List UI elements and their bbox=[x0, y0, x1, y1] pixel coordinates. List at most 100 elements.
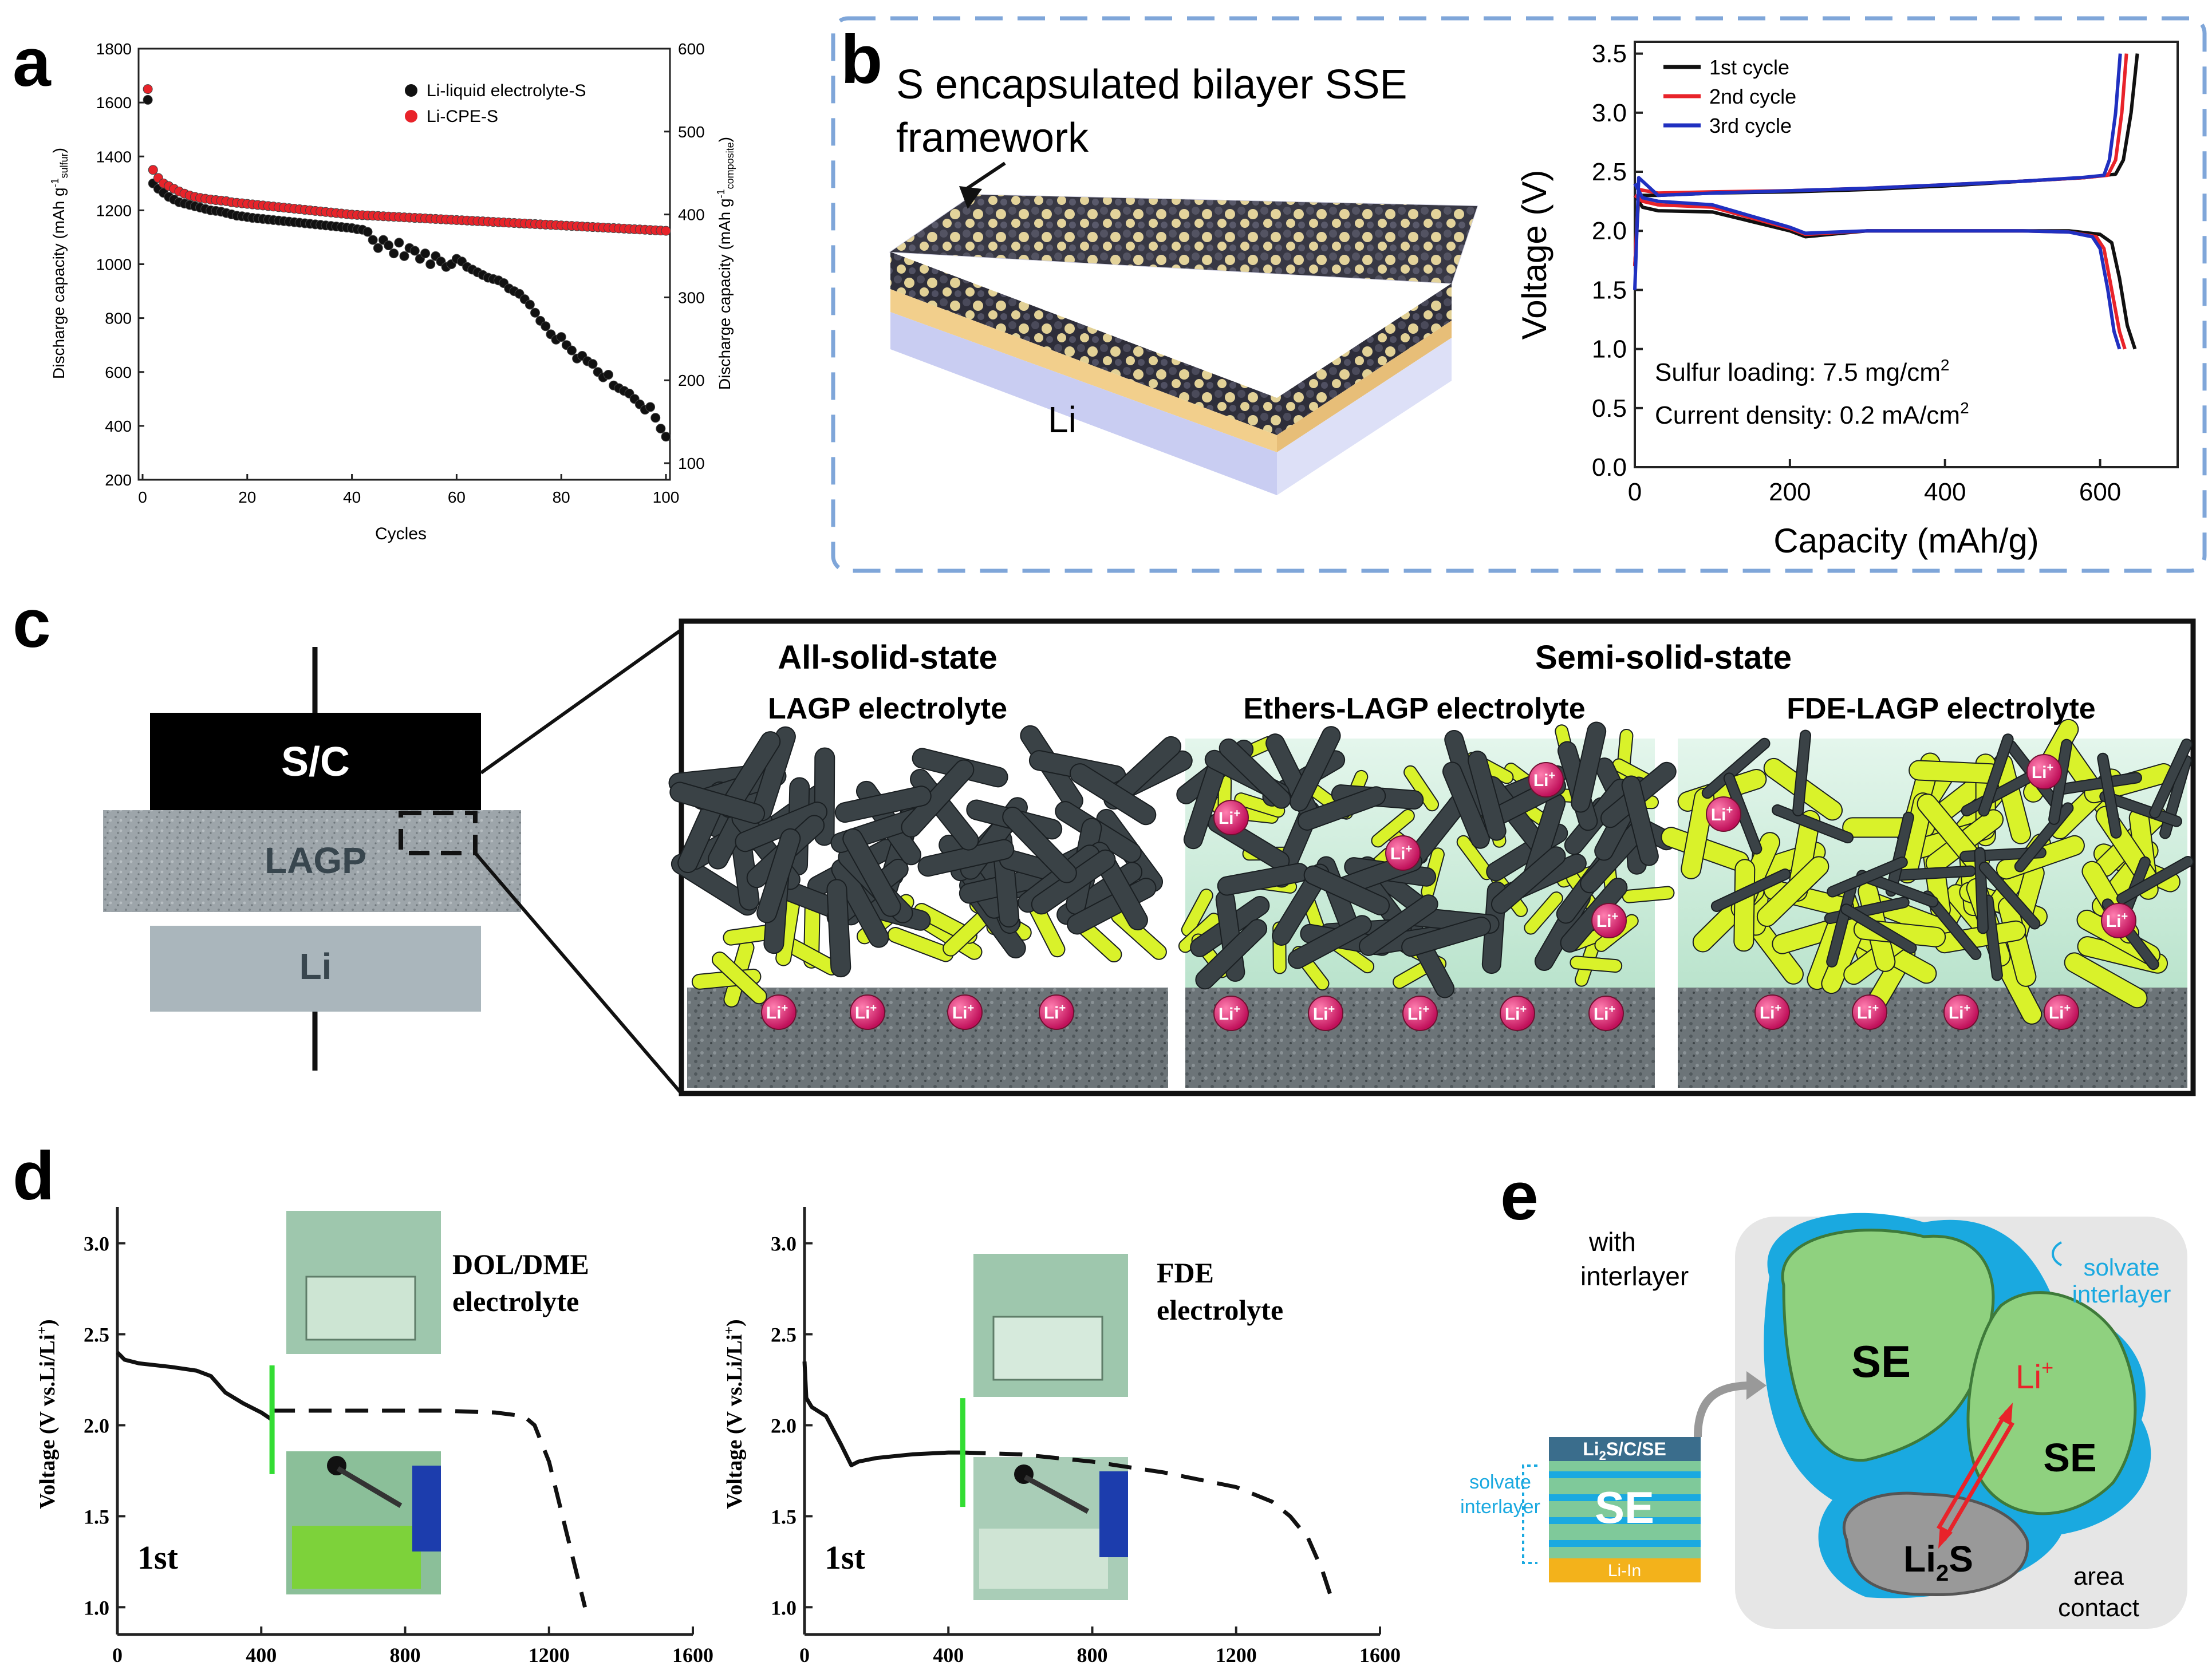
li-ion-ball-8 bbox=[1588, 996, 1624, 1031]
chart-d-right-inset-label-2: electrolyte bbox=[1157, 1294, 1283, 1326]
chart-d-right-xtick-label-0: 0 bbox=[799, 1644, 810, 1666]
solvate-left-2: interlayer bbox=[1460, 1496, 1540, 1518]
chart-b-ytick-label-2: 1.0 bbox=[1592, 335, 1627, 364]
li-ion-ball-2 bbox=[947, 994, 983, 1030]
li-ion-ball-text: Li bbox=[1711, 806, 1726, 824]
carbon-rod bbox=[826, 879, 851, 978]
carbon-rod bbox=[1733, 859, 1756, 952]
carbon-rod bbox=[887, 927, 954, 962]
chart-b-series-2 bbox=[1634, 194, 2127, 350]
chart-a-point-s0-74 bbox=[530, 307, 540, 318]
chart-a-ytick-left-label-7: 1600 bbox=[96, 94, 132, 112]
chart-a-point-s0-42 bbox=[362, 227, 373, 237]
chart-a-xtick-label-2: 40 bbox=[343, 488, 361, 506]
li-ion-balls: Li+ Li+ Li+ Li+ Li+ Li+ Li+ Li+ Li+ Li+ Li+ Li+ Li+L… bbox=[761, 754, 2136, 1031]
bilayer-li-side bbox=[1277, 338, 1452, 495]
panel-c-sub-fde: FDE-LAGP electrolyte bbox=[1787, 692, 2095, 725]
li-ion-ball-label-9: Li+ bbox=[1760, 1002, 1781, 1023]
li-ion-ball-label-18: Li+ bbox=[2032, 761, 2053, 782]
panel-c-header-all-solid: All-solid-state bbox=[778, 639, 997, 676]
carbon-rod bbox=[1234, 792, 1286, 818]
chart-a-xtick-label-5: 100 bbox=[653, 488, 680, 506]
chart-d-left-xtick-label-1: 400 bbox=[246, 1644, 277, 1666]
li-ion-ball-label-4: Li+ bbox=[1219, 1003, 1240, 1024]
bilayer-sse-side bbox=[1277, 321, 1452, 452]
li-ion-ball-label-6: Li+ bbox=[1407, 1003, 1429, 1024]
chart-a-ylabel-right: Discharge capacity (mAh g-1composite) bbox=[715, 137, 736, 390]
li-ion-ball-label-8: Li+ bbox=[1594, 1003, 1615, 1024]
stack-top-label-main: Li bbox=[1583, 1439, 1599, 1459]
li-ion-ball-text: Li bbox=[1596, 912, 1612, 931]
chart-a-ytick-left-label-4: 1000 bbox=[96, 256, 132, 274]
chart-a-point-s0-97 bbox=[650, 413, 661, 423]
chart-d-left-series-1 bbox=[272, 1408, 587, 1608]
chart-d-left-series bbox=[116, 1351, 587, 1608]
li-ion-ball-text: Li bbox=[855, 1004, 870, 1023]
chart-d-right-ylabel-sup: + bbox=[722, 1327, 737, 1335]
carbon-rod bbox=[2149, 738, 2193, 819]
li-ion-ball-text: Li bbox=[2032, 763, 2047, 782]
chart-a-point-s0-48 bbox=[394, 238, 404, 248]
li-ion-ball-18 bbox=[2026, 754, 2062, 789]
panel-c-sub-ethers: Ethers-LAGP electrolyte bbox=[1243, 692, 1585, 725]
li-ion-ball-text: Li bbox=[1505, 1005, 1520, 1024]
carbon-rod bbox=[1978, 733, 2014, 817]
chart-a-series bbox=[143, 84, 671, 442]
panel-label-a: a bbox=[13, 24, 52, 101]
li-ion-ball-sup: + bbox=[2064, 1002, 2071, 1014]
chart-d-right-series bbox=[802, 1361, 1335, 1605]
chart-a-ytick-right-label-3: 400 bbox=[678, 206, 705, 224]
li-ion-ball-label-2: Li+ bbox=[952, 1002, 974, 1023]
li-ion-ball-0 bbox=[761, 994, 797, 1030]
stack-zoom-arrow bbox=[1694, 1381, 1753, 1438]
li-ion-ball-19 bbox=[2101, 903, 2136, 938]
carbon-rod bbox=[1570, 956, 1623, 973]
chart-a-point-s1-0 bbox=[143, 84, 153, 94]
li-arrow-down-head bbox=[1938, 1526, 1953, 1549]
with-interlayer-1: with bbox=[1588, 1227, 1636, 1257]
li-ion-ball-1 bbox=[850, 994, 885, 1030]
panel-label-d: d bbox=[13, 1138, 54, 1214]
stack-bottom-layer bbox=[1549, 1558, 1701, 1582]
chart-b-xtick-label-1: 200 bbox=[1769, 478, 1811, 506]
se-large-label: SE bbox=[1851, 1336, 1911, 1387]
chart-d-right-xtick-label-3: 1200 bbox=[1216, 1644, 1257, 1666]
chart-a-point-s0-49 bbox=[399, 251, 409, 261]
carbon-rod bbox=[711, 952, 767, 1005]
carbon-rod bbox=[756, 828, 801, 923]
li-ion-ball-4 bbox=[1213, 996, 1249, 1031]
bilayer-framework-top bbox=[890, 195, 1477, 283]
chart-d-left-y-ticks: 1.0 1.5 2.0 2.5 3.0 bbox=[84, 1233, 125, 1619]
li-layer bbox=[150, 926, 481, 1012]
chart-b-annotation-current: Current density: 0.2 mA/cm2 bbox=[1655, 399, 1969, 429]
chart-b-ytick-label-1: 0.5 bbox=[1592, 394, 1627, 423]
chart-a-point-s1-99 bbox=[661, 226, 671, 236]
chart-b-series-4 bbox=[1633, 183, 2122, 350]
carbon-rod bbox=[1069, 763, 1157, 826]
li-ion-ball-text: Li bbox=[1219, 809, 1234, 828]
stack-top-layer bbox=[1549, 1437, 1701, 1461]
li-ion-ball-sup: + bbox=[1548, 769, 1555, 782]
li-ion-ball-5 bbox=[1308, 996, 1343, 1031]
chart-a-point-s0-81 bbox=[566, 345, 577, 356]
carbon-rod bbox=[1468, 751, 1507, 841]
bilayer-framework-side bbox=[1277, 283, 1452, 435]
carbon-rod bbox=[1219, 738, 1291, 809]
carbon-rod bbox=[1195, 919, 1268, 990]
with-interlayer-2: interlayer bbox=[1580, 1261, 1689, 1291]
li-ion-ball-16 bbox=[1591, 903, 1627, 938]
li-ion-ball-text: Li bbox=[952, 1004, 968, 1023]
chart-d-left-ylabel-end: ) bbox=[36, 1319, 60, 1327]
chart-a-point-s0-88 bbox=[603, 369, 613, 380]
li-ion-ball-sup: + bbox=[781, 1002, 788, 1014]
li-ion-ball-sup: + bbox=[1726, 804, 1733, 816]
carbon-rod bbox=[1621, 775, 1659, 866]
se-small-label: SE bbox=[2043, 1435, 2096, 1480]
chart-d-right-inset-label-1: FDE bbox=[1157, 1257, 1214, 1289]
fde-dropper-tip bbox=[1023, 1475, 1090, 1514]
carbon-rod bbox=[1701, 737, 1771, 799]
carbon-rod bbox=[1772, 804, 1854, 844]
chart-d-right-ytick-label-3: 2.5 bbox=[771, 1324, 797, 1347]
chart-b-ytick-label-6: 3.0 bbox=[1592, 99, 1627, 127]
